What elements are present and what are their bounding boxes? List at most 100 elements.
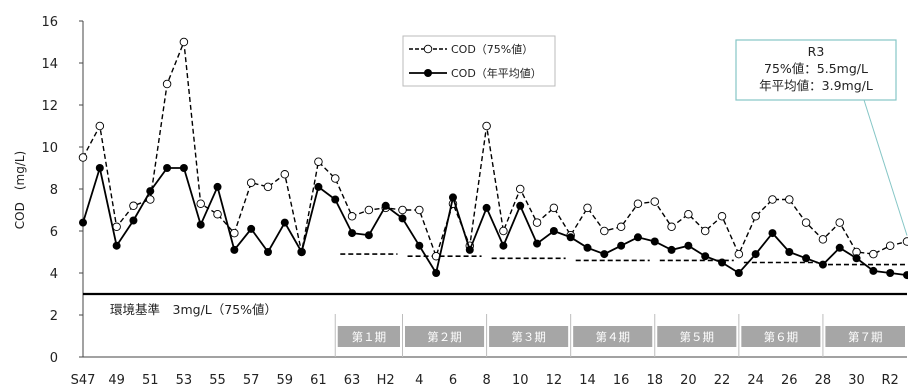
- series-75pct-point: [768, 195, 777, 204]
- series-annual-mean-point: [280, 218, 289, 227]
- environmental-standard-label: 環境基準 3mg/L（75%値）: [110, 302, 277, 317]
- y-tick-label: 2: [50, 309, 58, 324]
- series-annual-mean-point: [701, 252, 710, 261]
- series-annual-mean-point: [802, 254, 811, 263]
- legend-box: [402, 35, 556, 87]
- series-layer: [78, 37, 908, 280]
- x-tick-label: 22: [714, 373, 731, 388]
- legend-75pct-marker: [423, 44, 433, 54]
- x-tick-label: 18: [646, 373, 663, 388]
- series-75pct-point: [415, 205, 424, 215]
- y-tick-label: 12: [41, 99, 58, 114]
- series-75pct-point: [482, 121, 491, 131]
- series-annual-mean-point: [869, 266, 878, 275]
- series-annual-mean-point: [852, 254, 861, 263]
- series-annual-mean-point: [79, 218, 87, 227]
- series-annual-mean-point: [718, 258, 727, 267]
- series-annual-mean-point: [600, 250, 609, 259]
- series-75pct-point: [616, 222, 626, 232]
- series-annual-mean-point: [230, 245, 239, 254]
- series-annual-mean-point: [499, 241, 508, 250]
- series-annual-mean-point: [785, 248, 794, 256]
- callout-line: R3: [808, 44, 825, 59]
- series-annual-mean-point: [331, 195, 340, 204]
- x-tick-label: 57: [243, 373, 260, 388]
- series-75pct-point: [314, 157, 323, 166]
- x-tick-label: 14: [579, 373, 596, 388]
- period-label: 第１期: [352, 330, 387, 344]
- x-tick-label: 24: [747, 373, 764, 388]
- x-tick-label: 53: [176, 373, 193, 388]
- series-75pct-point: [499, 226, 508, 236]
- series-annual-mean-point: [667, 245, 676, 254]
- y-axis-title: COD (mg/L): [13, 151, 27, 229]
- series-annual-mean-line: [82, 164, 908, 276]
- series-annual-mean-point: [903, 271, 908, 280]
- period-band: [489, 326, 569, 347]
- x-tick-label: 10: [512, 373, 529, 388]
- series-annual-mean-point: [465, 245, 474, 254]
- series-annual-mean-point: [533, 239, 542, 248]
- y-tick-label: 0: [50, 351, 58, 366]
- series-75pct-point: [717, 212, 727, 221]
- legend-annual-mean-label: COD（年平均値）: [451, 66, 542, 80]
- x-tick-label: 4: [415, 373, 423, 388]
- series-annual-mean-point: [650, 237, 659, 246]
- y-tick-label: 6: [50, 225, 58, 240]
- series-annual-mean-point: [583, 243, 592, 252]
- series-75pct-point: [751, 212, 760, 221]
- x-tick-label: R2: [882, 373, 899, 388]
- series-75pct-point: [818, 235, 828, 244]
- series-75pct-point: [179, 37, 189, 47]
- y-axis: 0 2 4 6 8 10 12 14 16: [41, 15, 84, 366]
- series-annual-mean-point: [314, 182, 323, 191]
- x-tick-label: 8: [482, 373, 490, 388]
- series-75pct-point: [869, 249, 878, 259]
- series-annual-mean-point: [348, 229, 357, 238]
- series-annual-mean-point: [247, 224, 256, 233]
- legend: COD（75%値） COD（年平均値）: [402, 35, 556, 87]
- series-75pct-point: [633, 199, 643, 208]
- series-annual-mean-point: [381, 201, 390, 210]
- callout-box: [735, 39, 897, 101]
- series-annual-mean-point: [482, 203, 491, 212]
- x-tick-label: 20: [680, 373, 697, 388]
- period-bands: 第１期 第２期 第３期 第４期 第５期 第６期 第７期: [334, 314, 905, 357]
- x-tick-label: 16: [613, 373, 630, 388]
- series-75pct-point: [364, 205, 374, 215]
- callout-line: 年平均値：3.9mg/L: [759, 78, 873, 93]
- series-annual-mean-point: [415, 241, 424, 250]
- x-axis: S47 49 51 53 55 57 59 61 63 H2 4 6 8 10 12 14 16 18 20 22 24…: [71, 356, 907, 388]
- series-annual-mean-point: [213, 182, 222, 191]
- series-75pct-point: [330, 174, 340, 183]
- period-band: [405, 326, 485, 347]
- period-label: 第５期: [680, 330, 715, 344]
- x-tick-label: 28: [815, 373, 832, 388]
- series-75pct-point: [667, 222, 676, 232]
- series-75pct-point: [835, 218, 844, 227]
- series-annual-mean-point: [432, 269, 441, 277]
- period-label: 第２期: [427, 330, 462, 344]
- series-annual-mean-point: [734, 269, 743, 277]
- period-label: 第７期: [848, 330, 883, 344]
- series-annual-mean-point: [751, 250, 760, 259]
- series-annual-mean-point: [684, 241, 693, 250]
- x-tick-label: 26: [781, 373, 798, 388]
- series-annual-mean-point: [886, 269, 895, 277]
- series-annual-mean-point: [179, 164, 188, 172]
- x-tick-label: 12: [546, 373, 563, 388]
- series-annual-mean-point: [566, 233, 575, 242]
- period-band: [337, 326, 401, 347]
- period-band: [657, 326, 737, 347]
- series-75pct-point: [801, 218, 811, 227]
- x-tick-label: 6: [449, 373, 457, 388]
- legend-75pct-label: COD（75%値）: [451, 43, 533, 56]
- series-75pct-point: [902, 237, 908, 246]
- y-tick-label: 8: [50, 183, 58, 198]
- series-annual-mean-point: [263, 248, 272, 256]
- period-label: 第４期: [595, 330, 630, 344]
- x-tick-label: 61: [310, 373, 327, 388]
- series-75pct-point: [650, 197, 660, 206]
- x-tick-label: 55: [209, 373, 226, 388]
- series-75pct-point: [129, 201, 138, 211]
